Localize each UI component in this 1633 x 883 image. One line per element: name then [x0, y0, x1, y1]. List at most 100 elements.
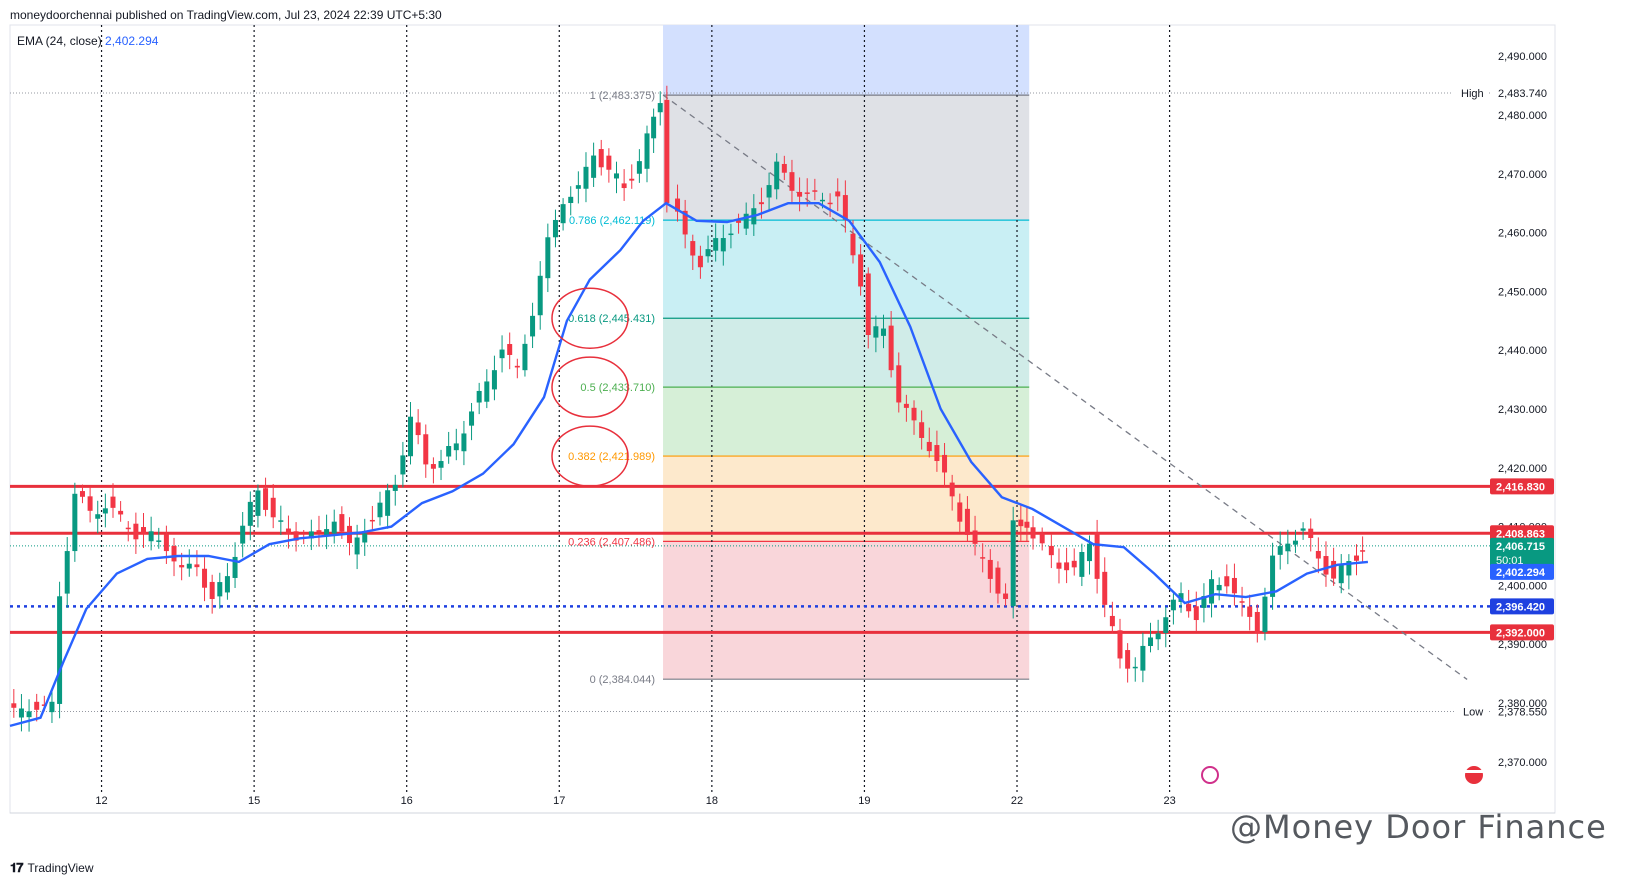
candle-body	[1064, 562, 1070, 571]
candle-body	[720, 238, 726, 252]
price-tag-2: 2,396.420	[1496, 601, 1545, 613]
candle-body	[664, 99, 670, 203]
low-label: Low	[1463, 707, 1483, 719]
candle-body	[911, 407, 917, 421]
candle-body	[247, 501, 253, 526]
candle-body	[575, 185, 581, 189]
candle-body	[705, 249, 711, 257]
candle-body	[1231, 577, 1237, 594]
candle-body	[263, 488, 269, 510]
candle-body	[11, 703, 17, 708]
candle-body	[118, 510, 124, 515]
candle-body	[1270, 555, 1276, 597]
candle-body	[888, 325, 894, 371]
candle-body	[613, 173, 619, 179]
candle-body	[1262, 596, 1268, 633]
y-tick-label: 2,400.000	[1498, 580, 1547, 592]
candle-body	[1125, 650, 1131, 669]
fib-label-0.5: 0.5 (2,433.710)	[580, 382, 655, 394]
candle-body	[324, 529, 330, 536]
candle-body	[194, 564, 200, 568]
candle-body	[949, 482, 955, 497]
y-tick-label: 2,490.000	[1498, 51, 1547, 63]
candle-body	[461, 433, 467, 452]
candle-body	[1010, 520, 1016, 607]
x-tick-label: 15	[248, 795, 260, 807]
candle-body	[270, 497, 276, 518]
candle-body	[713, 238, 719, 251]
price-tag-2-bg	[1490, 598, 1554, 615]
candle-body	[446, 446, 452, 457]
candle-body	[26, 711, 32, 718]
candle-body	[110, 496, 116, 508]
x-tick-label: 12	[95, 795, 107, 807]
ema-legend[interactable]: EMA (24, close) 2,402.294	[17, 34, 158, 48]
candle-body	[1346, 561, 1352, 576]
candle-body	[285, 528, 291, 535]
price-tag-3-bg	[1490, 624, 1554, 641]
candle-body	[552, 219, 558, 238]
candle-body	[507, 344, 513, 355]
candle-body	[148, 531, 154, 542]
candle-body	[980, 557, 986, 559]
candle-body	[629, 178, 635, 181]
candle-body	[125, 527, 131, 530]
candle-body	[87, 496, 93, 511]
y-tick-label: 2,480.000	[1498, 110, 1547, 122]
candle-body	[1086, 543, 1092, 562]
y-tick-label: 2,420.000	[1498, 463, 1547, 475]
candle-body	[499, 349, 505, 359]
price-tag-0-bg	[1490, 478, 1554, 495]
candle-body	[453, 443, 459, 451]
candle-body	[232, 556, 238, 578]
candle-body	[682, 210, 688, 235]
y-tick-label: 2,450.000	[1498, 286, 1547, 298]
circle-0618-annotation	[551, 287, 629, 349]
candle-body	[881, 328, 887, 336]
candle-body	[1216, 584, 1222, 591]
candle-body	[606, 155, 612, 170]
candle-body	[1331, 560, 1337, 579]
candle-body	[697, 255, 703, 268]
x-tick-label: 19	[858, 795, 870, 807]
fib-label-1: 1 (2,483.375)	[590, 90, 655, 102]
footer: 𝟏𝟕 TradingView	[10, 860, 94, 876]
candle-body	[415, 422, 421, 436]
candle-body	[636, 161, 642, 174]
x-tick-label: 17	[553, 795, 565, 807]
candle-body	[1315, 550, 1321, 559]
candle-body	[278, 520, 284, 522]
candle-body	[423, 434, 429, 465]
last-price-tag: 2,406.715	[1496, 541, 1545, 553]
candle-body	[141, 527, 147, 535]
candle-body	[644, 133, 650, 169]
candle-body	[1285, 543, 1291, 552]
candle-body	[530, 315, 536, 337]
candle-body	[64, 551, 70, 594]
candle-body	[331, 521, 337, 534]
y-tick-label: 2,470.000	[1498, 169, 1547, 181]
high-label: High	[1461, 88, 1484, 100]
last-price-tag-bg	[1490, 537, 1554, 568]
high-label-bg	[1453, 84, 1489, 101]
candle-body	[995, 567, 1001, 594]
candle-body	[1163, 617, 1169, 634]
candle-body	[392, 484, 398, 491]
candle-body	[896, 365, 902, 403]
candle-body	[1030, 527, 1036, 539]
ema-legend-value: 2,402.294	[105, 34, 159, 48]
candle-body	[102, 508, 108, 514]
y-tick-label: 2,390.000	[1498, 639, 1547, 651]
candle-body	[1323, 556, 1329, 575]
candle-body	[766, 185, 772, 198]
ema-line	[9, 201, 1369, 728]
candle-body	[690, 241, 696, 256]
watermark-text: @Money Door Finance	[1230, 808, 1607, 846]
candle-body	[224, 576, 230, 593]
candle-body	[743, 213, 749, 229]
candle-body	[537, 275, 543, 316]
candle-body	[804, 192, 810, 194]
candle-body	[819, 199, 825, 202]
ema-price-tag: 2,402.294	[1496, 567, 1546, 579]
